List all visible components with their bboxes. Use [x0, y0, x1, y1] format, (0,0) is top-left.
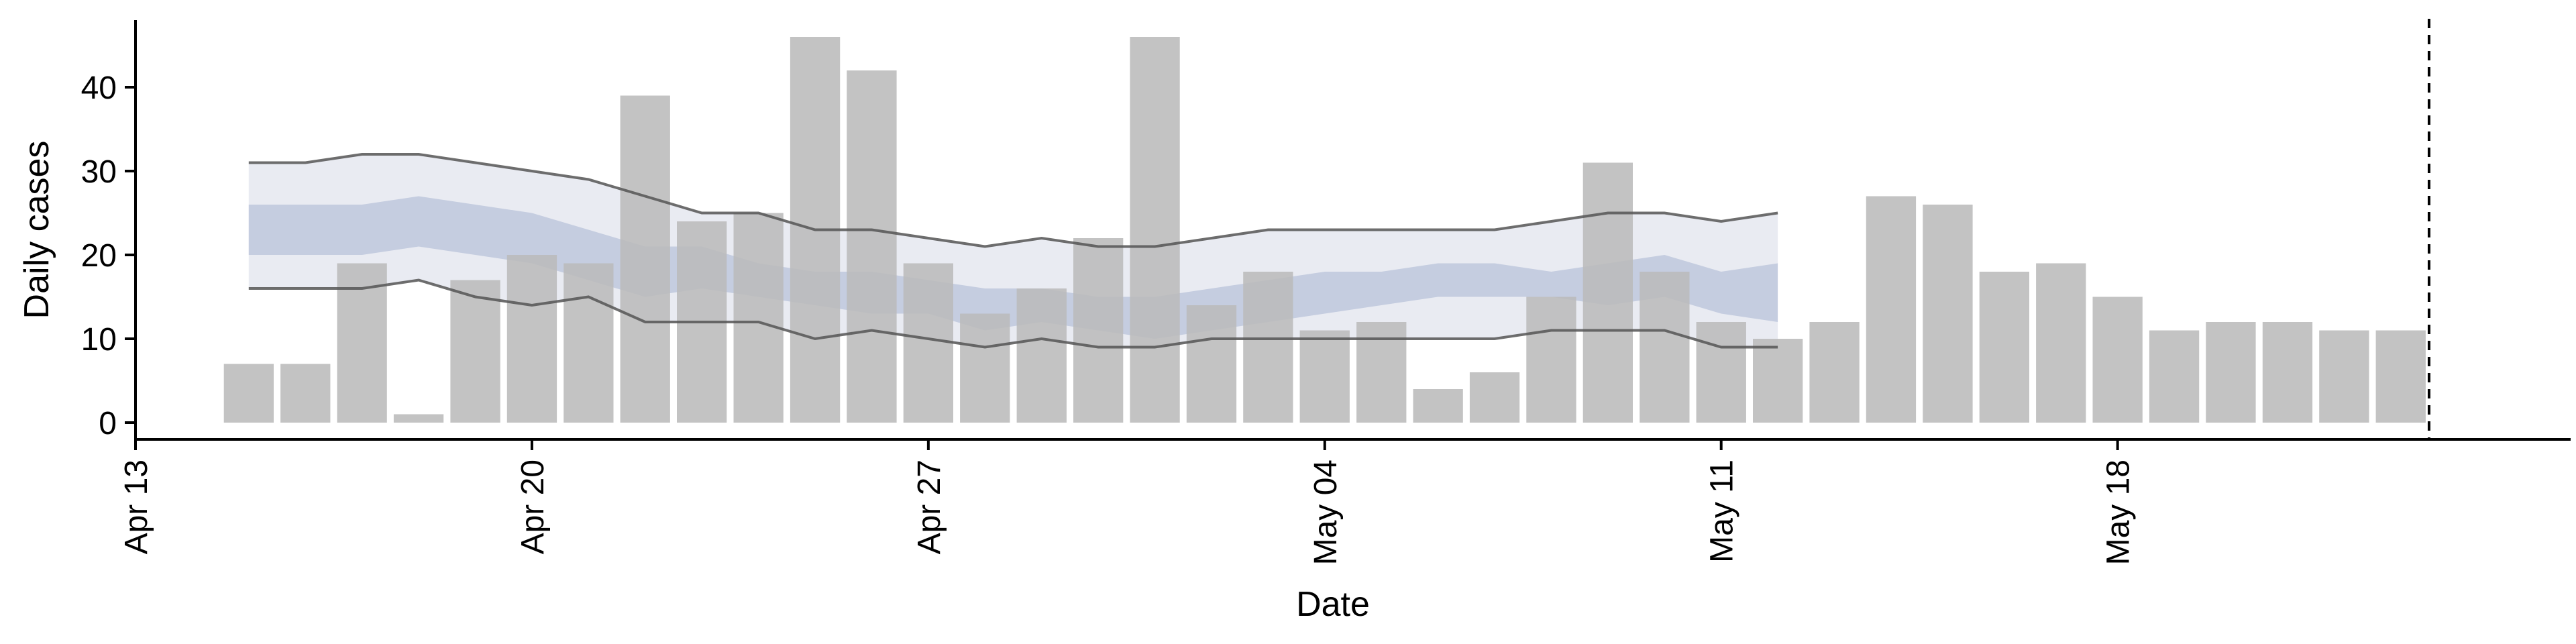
- y-tick-label: 30: [81, 154, 117, 190]
- axes: [134, 20, 2571, 441]
- bar: [393, 414, 444, 423]
- interval-lines: [248, 153, 1778, 349]
- bar: [280, 364, 331, 423]
- bar: [1356, 322, 1407, 423]
- bar: [2262, 322, 2313, 423]
- lower-interval-line: [248, 278, 1778, 349]
- bar: [1186, 305, 1237, 423]
- bar: [2375, 330, 2426, 423]
- y-axis-title: Daily cases: [17, 141, 56, 319]
- bar: [337, 263, 387, 423]
- bar: [1130, 37, 1180, 423]
- x-axis-title: Date: [1296, 585, 1370, 624]
- x-tick-label: May 04: [1308, 460, 1344, 565]
- bar: [1016, 288, 1067, 423]
- x-tick-label: May 11: [1705, 460, 1740, 563]
- axis-ticks: 0 10 20 30 40 Apr 13 Apr 20 Apr 27 May 04 May 11 M…: [81, 70, 2137, 565]
- x-tick-label: May 18: [2101, 460, 2137, 565]
- bar: [1866, 196, 1917, 423]
- bar: [1923, 205, 1973, 423]
- bar: [2092, 297, 2143, 423]
- bar: [1413, 389, 1463, 423]
- bar: [2036, 263, 2086, 423]
- x-tick-label: Apr 27: [912, 460, 947, 554]
- bar: [450, 280, 500, 423]
- y-tick-label: 10: [81, 322, 117, 358]
- daily-case-bars: [223, 37, 2426, 423]
- y-tick-label: 0: [99, 406, 117, 441]
- bar: [1526, 297, 1576, 423]
- x-tick-label: Apr 13: [119, 460, 154, 554]
- upper-interval-line: [248, 153, 1778, 248]
- bar: [1753, 339, 1803, 423]
- bar: [564, 263, 614, 423]
- bar: [847, 70, 897, 423]
- x-tick-label: Apr 20: [515, 460, 551, 554]
- y-tick-label: 20: [81, 238, 117, 274]
- bar: [2149, 330, 2200, 423]
- bar: [1582, 162, 1633, 423]
- bar: [2319, 330, 2369, 423]
- bar: [960, 313, 1010, 423]
- bar: [223, 364, 274, 423]
- bar: [506, 255, 557, 423]
- bar: [1299, 330, 1350, 423]
- bar: [1696, 322, 1746, 423]
- bar: [903, 263, 953, 423]
- y-tick-label: 40: [81, 70, 117, 106]
- bar: [1073, 238, 1124, 423]
- bar: [1243, 272, 1293, 423]
- bar: [733, 213, 784, 423]
- bar: [1469, 372, 1520, 423]
- bar: [1979, 272, 2029, 423]
- bar: [620, 95, 670, 423]
- bar: [1809, 322, 1860, 423]
- bar: [1640, 272, 1690, 423]
- bar: [2206, 322, 2256, 423]
- inner-interval-band: [248, 196, 1778, 339]
